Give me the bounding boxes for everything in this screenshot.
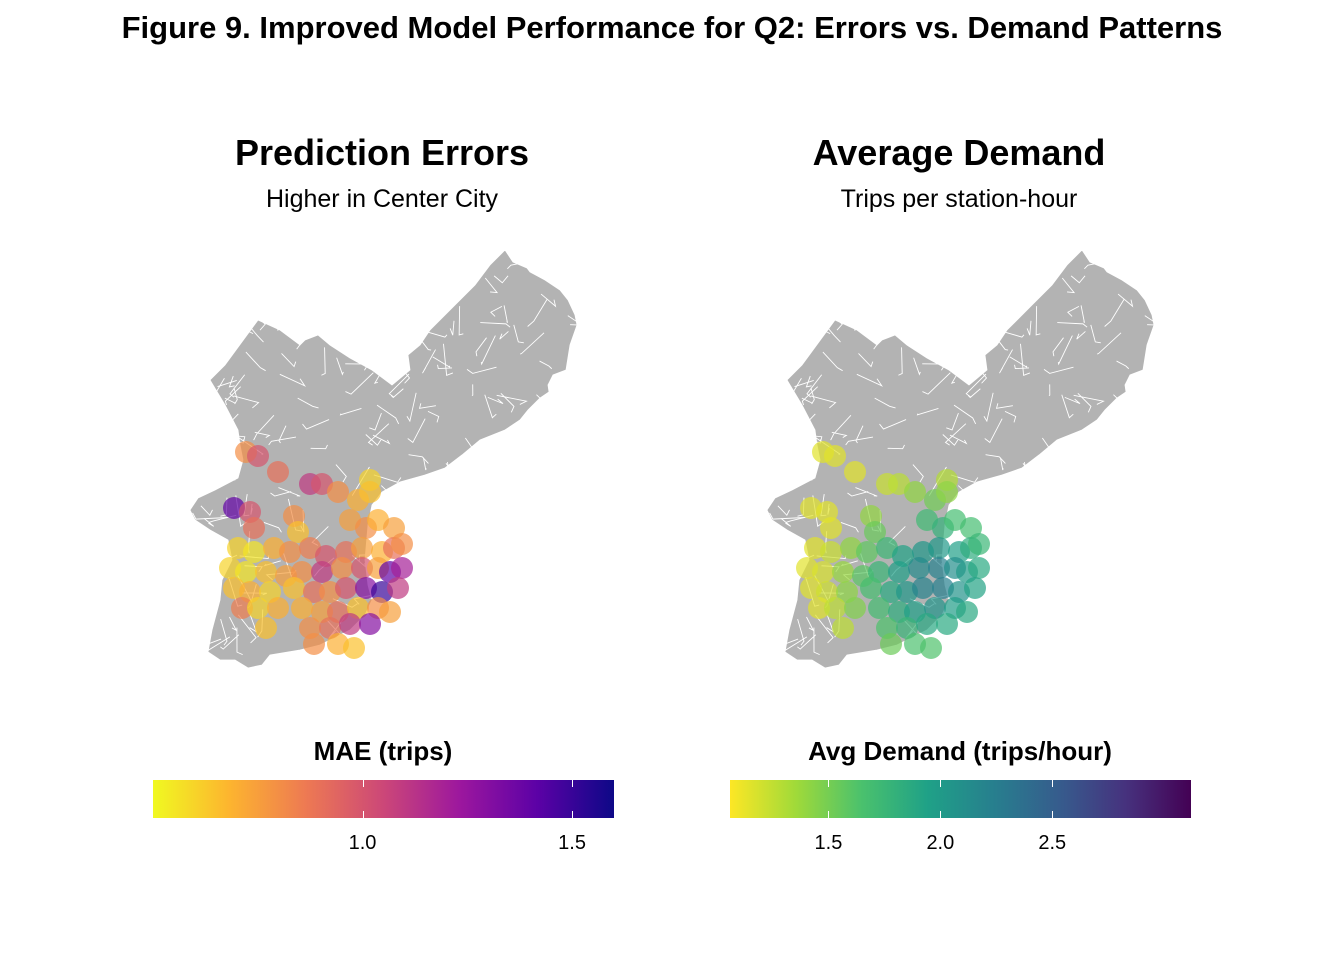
station-point-demand — [928, 557, 950, 579]
colorbar-tick-label: 2.0 — [926, 832, 955, 854]
station-point-demand — [808, 597, 830, 619]
station-point-error — [359, 613, 381, 635]
colorbar-tick-mark — [1052, 780, 1054, 787]
colorbar-tick-label: 1.5 — [814, 832, 843, 854]
panel-title-demand: Average Demand — [812, 132, 1106, 173]
map-demand — [766, 249, 1155, 669]
station-point-error — [267, 461, 289, 483]
station-point-error — [331, 557, 353, 579]
colorbar-demand — [730, 780, 1191, 818]
station-point-demand — [820, 517, 842, 539]
station-point-error — [335, 577, 357, 599]
colorbar-tick-label: 1.5 — [558, 832, 586, 854]
legend-title-demand: Avg Demand (trips/hour) — [808, 736, 1112, 766]
colorbar-tick-mark — [940, 811, 942, 818]
station-point-error — [311, 561, 333, 583]
station-point-error — [291, 597, 313, 619]
station-point-error — [287, 521, 309, 543]
station-point-demand — [916, 613, 938, 635]
colorbar-tick-mark — [572, 780, 574, 787]
station-point-demand — [864, 521, 886, 543]
station-point-demand — [968, 533, 990, 555]
station-point-demand — [904, 481, 926, 503]
station-point-error — [359, 481, 381, 503]
station-point-demand — [880, 633, 902, 655]
panel-subtitle-demand: Trips per station-hour — [840, 185, 1078, 213]
station-point-error — [351, 537, 373, 559]
station-point-demand — [920, 637, 942, 659]
station-point-error — [379, 601, 401, 623]
station-point-demand — [928, 537, 950, 559]
station-point-error — [327, 481, 349, 503]
colorbar-tick-mark — [572, 811, 574, 818]
station-point-demand — [844, 597, 866, 619]
station-point-demand — [844, 461, 866, 483]
colorbar-tick-mark — [828, 780, 830, 787]
station-point-demand — [820, 541, 842, 563]
station-point-demand — [868, 597, 890, 619]
station-point-demand — [824, 597, 846, 619]
station-point-error — [243, 541, 265, 563]
station-point-demand — [936, 481, 958, 503]
station-point-demand — [832, 561, 854, 583]
panel-title-errors: Prediction Errors — [234, 132, 530, 173]
station-point-error — [283, 577, 305, 599]
station-point-demand — [912, 577, 934, 599]
station-point-error — [391, 533, 413, 555]
colorbar-tick-label: 2.5 — [1038, 832, 1067, 854]
colorbar-tick-mark — [940, 780, 942, 787]
station-point-error — [267, 597, 289, 619]
station-point-demand — [860, 577, 882, 599]
station-point-demand — [908, 557, 930, 579]
station-point-error — [343, 637, 365, 659]
station-point-error — [391, 557, 413, 579]
colorbar-tick-label: 1.0 — [348, 832, 377, 854]
station-point-demand — [880, 581, 902, 603]
station-point-error — [303, 581, 325, 603]
panel-subtitle-errors: Higher in Center City — [265, 185, 499, 213]
station-point-demand — [832, 617, 854, 639]
station-point-demand — [812, 561, 834, 583]
colorbar-tick-mark — [828, 811, 830, 818]
station-point-error — [255, 617, 277, 639]
colorbar-tick-mark — [362, 780, 364, 787]
station-point-demand — [964, 577, 986, 599]
station-point-demand — [856, 541, 878, 563]
station-point-error — [235, 561, 257, 583]
station-point-error — [387, 577, 409, 599]
station-point-demand — [936, 613, 958, 635]
colorbar-mae — [153, 780, 614, 818]
station-point-error — [351, 557, 373, 579]
station-point-error — [303, 633, 325, 655]
station-point-demand — [956, 601, 978, 623]
colorbar-tick-mark — [362, 811, 364, 818]
station-point-error — [231, 597, 253, 619]
station-point-error — [243, 517, 265, 539]
station-point-error — [339, 613, 361, 635]
station-point-error — [247, 445, 269, 467]
colorbar-tick-mark — [1052, 811, 1054, 818]
station-point-demand — [968, 557, 990, 579]
station-point-demand — [888, 561, 910, 583]
station-point-demand — [824, 445, 846, 467]
station-point-error — [279, 541, 301, 563]
station-point-error — [255, 561, 277, 583]
map-errors — [189, 249, 578, 669]
station-point-error — [247, 597, 269, 619]
legend-title-mae: MAE (trips) — [313, 736, 453, 766]
figure-title: Figure 9. Improved Model Performance for… — [121, 10, 1223, 45]
